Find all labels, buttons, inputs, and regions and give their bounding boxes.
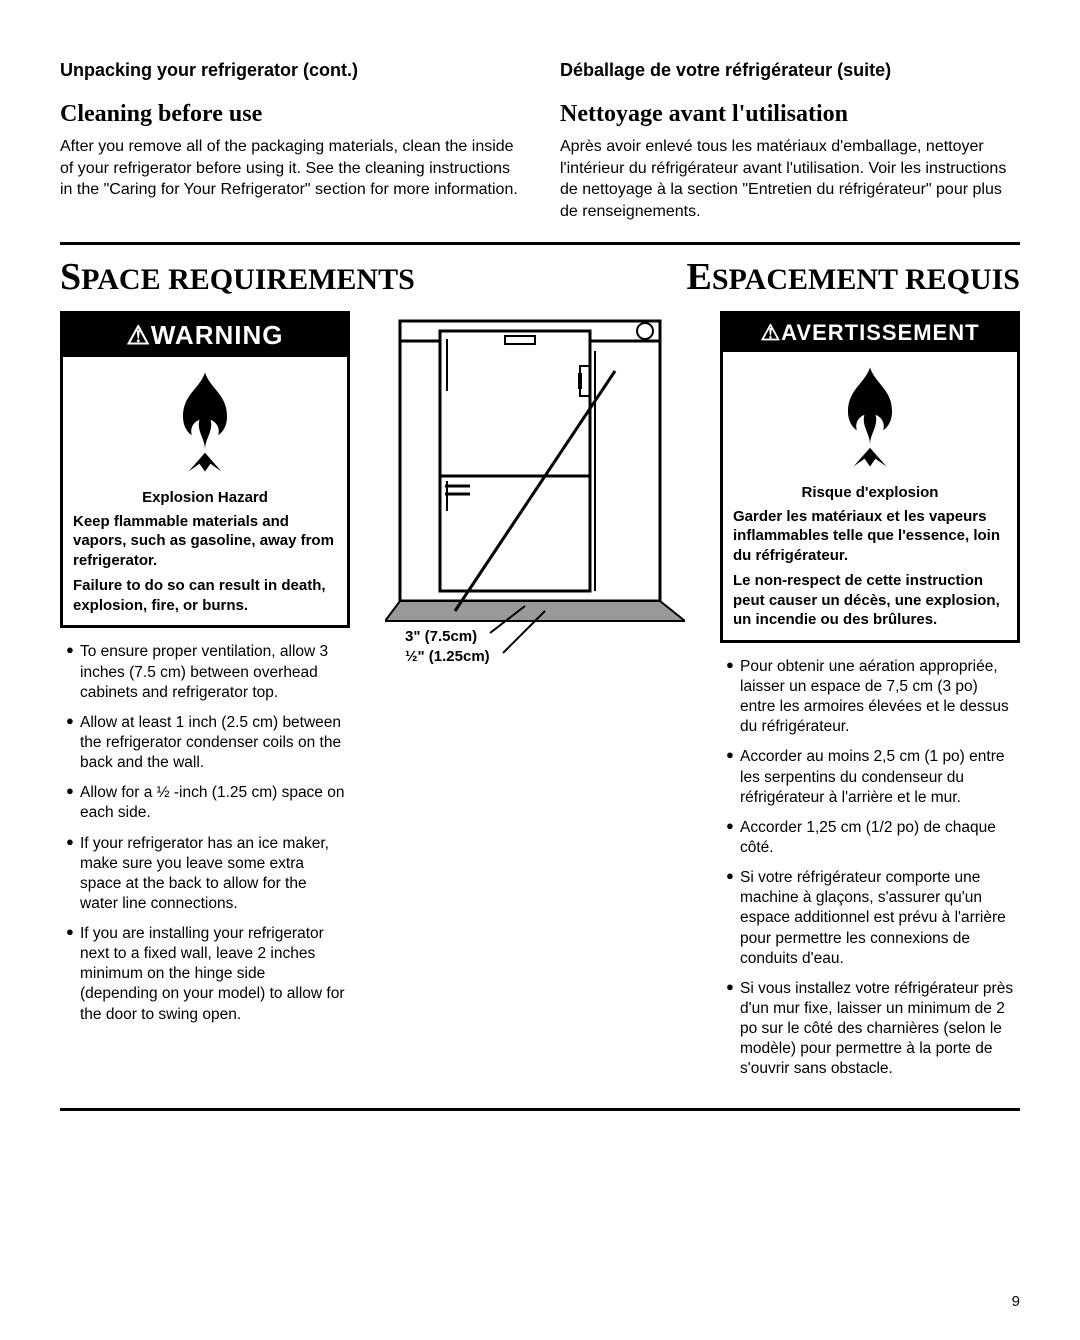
diagram-column: 3" (7.5cm) ½" (1.25cm) <box>370 311 700 1089</box>
main-content-row: ⚠WARNING Explosion Hazard Keep flammable… <box>60 311 1020 1089</box>
list-item: Accorder 1,25 cm (1/2 po) de chaque côté… <box>726 818 1016 858</box>
french-column: ⚠AVERTISSEMENT Risque d'explosion Garder… <box>720 311 1020 1089</box>
list-item: Si vous installez votre réfrigérateur pr… <box>726 979 1016 1080</box>
bullets-fr: Pour obtenir une aération appropriée, la… <box>720 657 1020 1080</box>
fr-main-title: ESPACEMENT REQUIS <box>687 255 1020 299</box>
list-item: Allow at least 1 inch (2.5 cm) between t… <box>66 713 346 773</box>
warning-box-fr: ⚠AVERTISSEMENT Risque d'explosion Garder… <box>720 311 1020 643</box>
list-item: If your refrigerator has an ice maker, m… <box>66 834 346 915</box>
section-divider <box>60 242 1020 245</box>
list-item: Allow for a ½ -inch (1.25 cm) space on e… <box>66 783 346 823</box>
page-number: 9 <box>1012 1293 1020 1310</box>
top-section: Unpacking your refrigerator (cont.) Clea… <box>60 60 1020 222</box>
warning-box-en: ⚠WARNING Explosion Hazard Keep flammable… <box>60 311 350 628</box>
en-cleaning-subtitle: Cleaning before use <box>60 101 520 128</box>
refrigerator-diagram: 3" (7.5cm) ½" (1.25cm) <box>385 311 685 671</box>
fr-cleaning-subtitle: Nettoyage avant l'utilisation <box>560 101 1020 128</box>
flame-icon <box>63 357 347 488</box>
warning-header-fr: ⚠AVERTISSEMENT <box>723 314 1017 352</box>
diagram-label-1: 3" (7.5cm) <box>405 628 477 645</box>
fr-cleaning-body: Après avoir enlevé tous les matériaux d'… <box>560 136 1020 222</box>
main-titles-row: SPACE REQUIREMENTS ESPACEMENT REQUIS <box>60 255 1020 299</box>
list-item: Si votre réfrigérateur comporte une mach… <box>726 868 1016 969</box>
en-main-title: SPACE REQUIREMENTS <box>60 255 415 299</box>
hazard-title-fr: Risque d'explosion <box>733 483 1007 503</box>
fr-continuation-header: Déballage de votre réfrigérateur (suite) <box>560 60 1020 81</box>
bottom-divider <box>60 1108 1020 1111</box>
hazard-title-en: Explosion Hazard <box>73 488 337 508</box>
list-item: Pour obtenir une aération appropriée, la… <box>726 657 1016 738</box>
list-item: If you are installing your refrigerator … <box>66 924 346 1025</box>
fr-title-initial: E <box>687 256 712 298</box>
diagram-label-2: ½" (1.25cm) <box>405 648 490 665</box>
fr-title-rest: SPACEMENT REQUIS <box>712 263 1020 296</box>
warning-text-en: Explosion Hazard Keep flammable material… <box>63 488 347 625</box>
en-title-initial: S <box>60 256 81 298</box>
warning-header-en: ⚠WARNING <box>63 314 347 357</box>
en-cleaning-body: After you remove all of the packaging ma… <box>60 136 520 201</box>
bullets-en: To ensure proper ventilation, allow 3 in… <box>60 642 350 1024</box>
warning-line2-en: Failure to do so can result in death, ex… <box>73 576 337 615</box>
list-item: To ensure proper ventilation, allow 3 in… <box>66 642 346 702</box>
en-continuation-header: Unpacking your refrigerator (cont.) <box>60 60 520 81</box>
warning-text-fr: Risque d'explosion Garder les matériaux … <box>723 483 1017 640</box>
list-item: Accorder au moins 2,5 cm (1 po) entre le… <box>726 747 1016 807</box>
en-title-rest: PACE REQUIREMENTS <box>81 263 415 296</box>
top-english-column: Unpacking your refrigerator (cont.) Clea… <box>60 60 520 222</box>
english-column: ⚠WARNING Explosion Hazard Keep flammable… <box>60 311 350 1089</box>
top-french-column: Déballage de votre réfrigérateur (suite)… <box>560 60 1020 222</box>
warning-line1-fr: Garder les matériaux et les vapeurs infl… <box>733 507 1007 566</box>
warning-line2-fr: Le non-respect de cette instruction peut… <box>733 571 1007 630</box>
warning-line1-en: Keep flammable materials and vapors, suc… <box>73 512 337 571</box>
flame-icon <box>723 352 1017 483</box>
